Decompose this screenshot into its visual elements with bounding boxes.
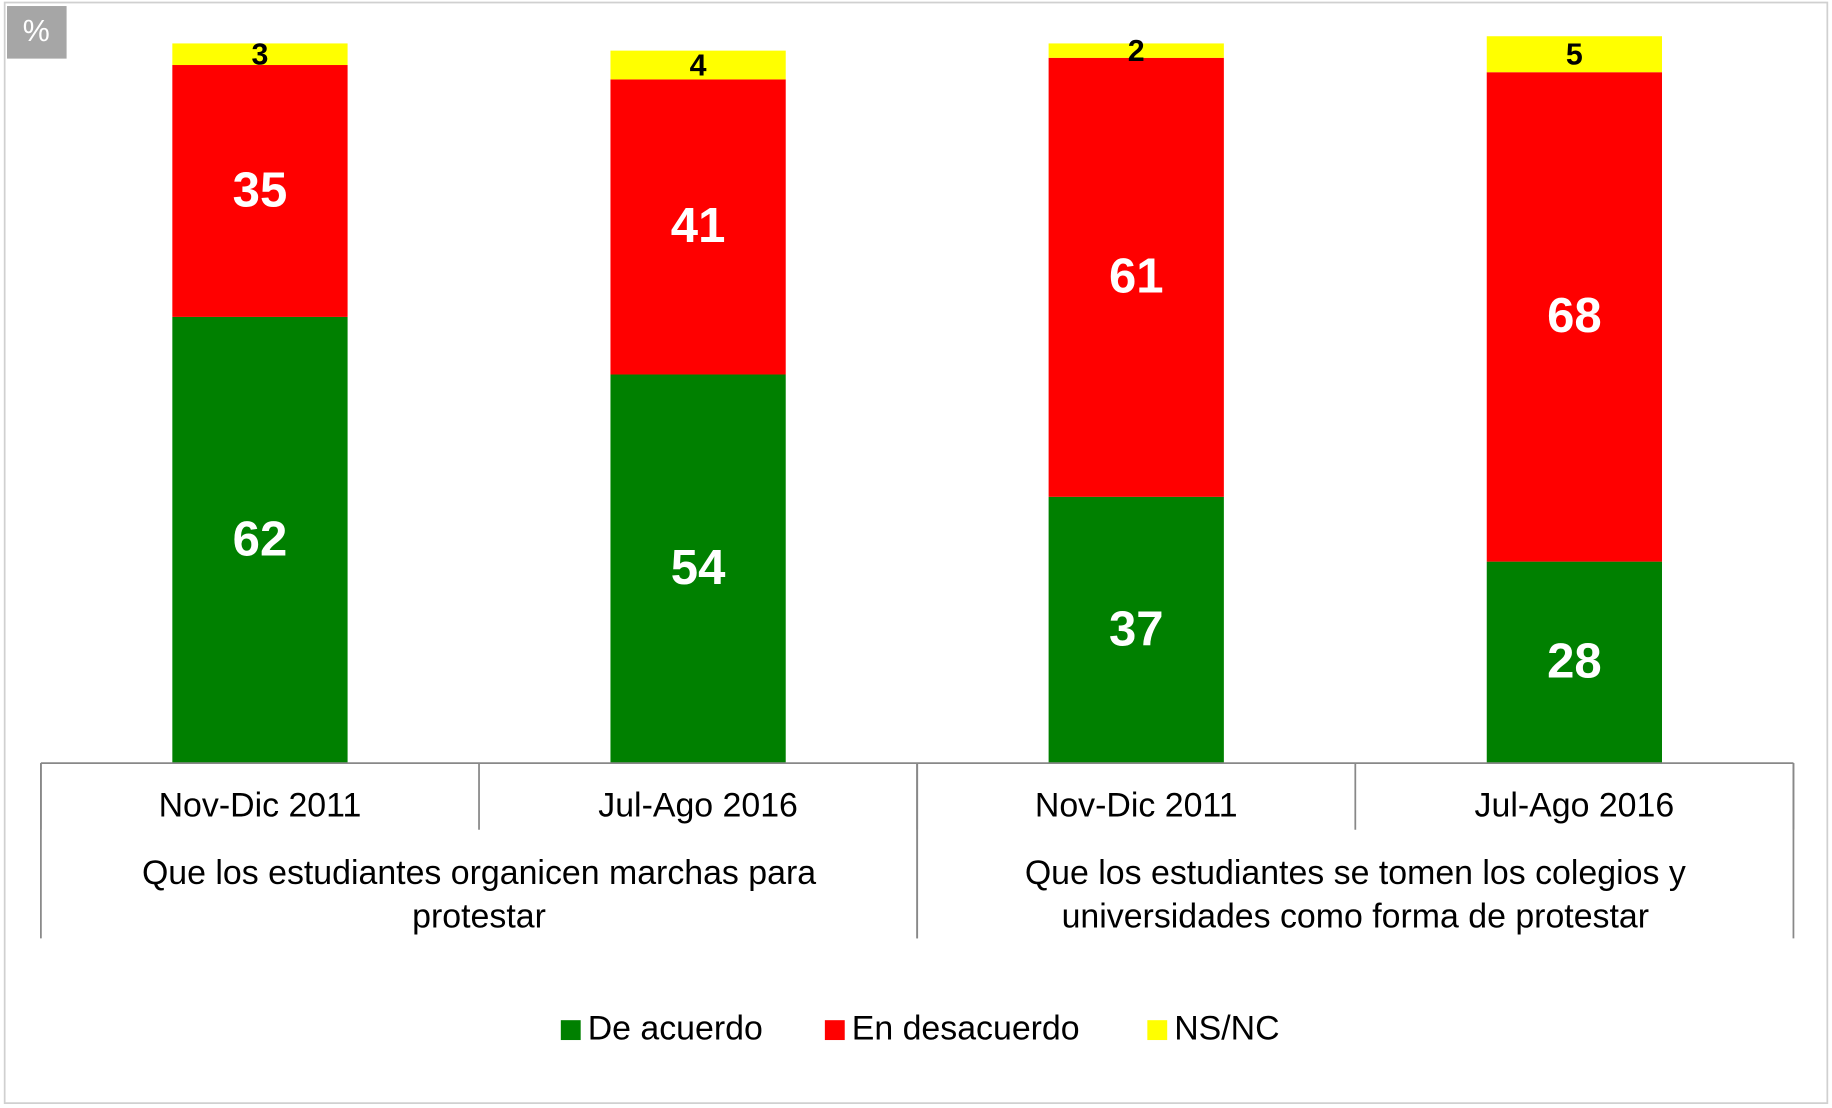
data-label: 5 <box>1566 39 1583 72</box>
bar-segment <box>1486 561 1663 764</box>
bar-segment <box>610 50 786 80</box>
x-tick-label: Jul-Ago 2016 <box>1475 786 1675 824</box>
unit-box <box>7 6 67 59</box>
chart-border <box>3 1 1829 1105</box>
bar-segment <box>1486 72 1663 562</box>
data-label: 3 <box>252 39 269 72</box>
data-label: 68 <box>1547 289 1602 343</box>
data-label: 41 <box>671 199 726 253</box>
data-label: 37 <box>1109 602 1164 656</box>
bar-segment <box>610 79 786 375</box>
x-tick-label: Jul-Ago 2016 <box>598 786 798 824</box>
data-label: 54 <box>671 541 726 595</box>
unit-label: % <box>23 15 50 48</box>
group-label: Que los estudiantes se tomen los colegio… <box>1025 854 1686 892</box>
bar-segment <box>172 43 348 66</box>
bar-segment <box>1048 496 1224 764</box>
data-label: 2 <box>1128 35 1145 68</box>
bar-segment <box>172 316 348 764</box>
x-tick-label: Nov-Dic 2011 <box>1035 786 1238 824</box>
legend-swatch <box>560 1020 581 1041</box>
data-label: 61 <box>1109 250 1164 304</box>
bar-segment <box>1048 57 1224 497</box>
legend-label: En desacuerdo <box>852 1010 1080 1048</box>
legend-label: De acuerdo <box>588 1010 763 1048</box>
bar-segment <box>172 65 348 317</box>
legend-label: NS/NC <box>1174 1010 1279 1048</box>
data-label: 4 <box>690 49 707 82</box>
data-label: 28 <box>1547 635 1602 689</box>
group-label: Que los estudiantes organicen marchas pa… <box>142 854 816 892</box>
legend-swatch <box>824 1020 845 1041</box>
data-label: 62 <box>233 512 288 566</box>
group-label: universidades como forma de protestar <box>1062 897 1649 935</box>
x-tick-label: Nov-Dic 2011 <box>159 786 362 824</box>
data-label: 35 <box>233 163 288 217</box>
bar-segment <box>1486 36 1663 73</box>
bar-segment <box>1048 43 1224 58</box>
legend-swatch <box>1147 1020 1168 1041</box>
group-label: protestar <box>412 897 546 935</box>
bar-segment <box>610 374 786 764</box>
